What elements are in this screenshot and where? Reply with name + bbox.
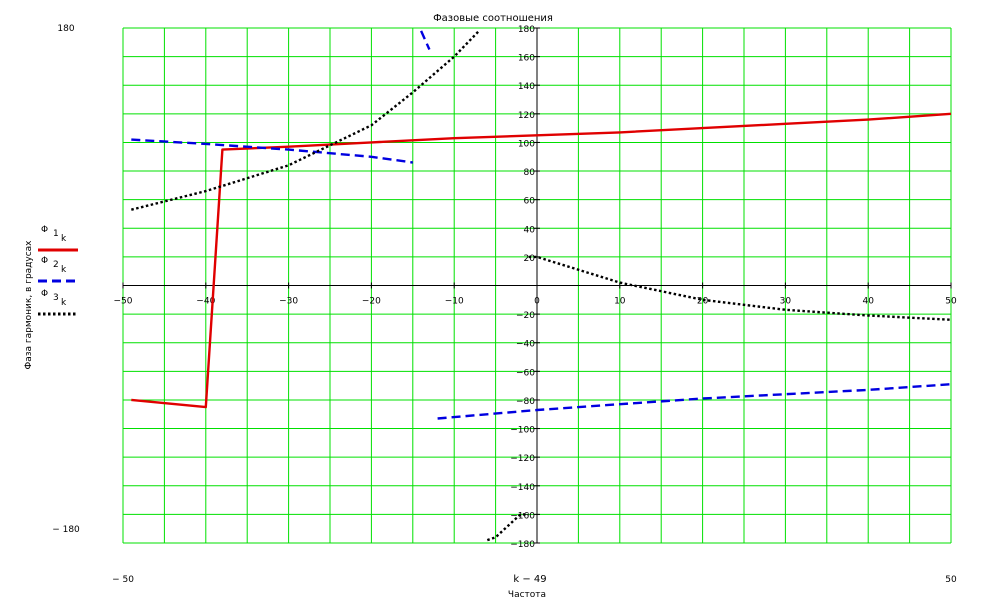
legend-subindex: k xyxy=(61,298,67,308)
x-tick-label: 40 xyxy=(862,297,874,307)
legend-subindex: k xyxy=(61,234,67,244)
legend-symbol: Φ xyxy=(41,225,48,235)
y-tick-label: −80 xyxy=(516,397,535,407)
y-range-max-label: 180 xyxy=(57,24,74,34)
y-tick-label: 60 xyxy=(524,197,536,207)
axes xyxy=(122,27,952,544)
series-line-2 xyxy=(131,30,952,420)
y-tick-label: −140 xyxy=(510,483,535,493)
y-tick-label: 180 xyxy=(518,25,535,35)
x-tick-label: −50 xyxy=(114,297,133,307)
y-tick-label: −60 xyxy=(516,368,535,378)
y-tick-label: 120 xyxy=(518,111,535,121)
x-tick-label: 30 xyxy=(780,297,792,307)
y-tick-label: 20 xyxy=(524,254,536,264)
chart-title: Фазовые соотношения xyxy=(433,13,553,24)
x-tick-label: 50 xyxy=(945,297,957,307)
legend-index: 2 xyxy=(53,260,59,270)
x-range-min-label: − 50 xyxy=(112,575,134,585)
x-range-max-label: 50 xyxy=(945,575,957,585)
y-tick-label: −120 xyxy=(510,454,535,464)
legend-symbol: Φ xyxy=(41,289,48,299)
y-tick-label: −40 xyxy=(516,340,535,350)
y-tick-label: 140 xyxy=(518,82,535,92)
y-tick-label: 160 xyxy=(518,54,535,64)
y-tick-label: −180 xyxy=(510,540,535,550)
x-tick-label: 10 xyxy=(614,297,626,307)
x-tick-label: 0 xyxy=(534,297,540,307)
series-line-3 xyxy=(131,30,952,542)
legend-index: 3 xyxy=(53,293,59,303)
y-tick-label: 40 xyxy=(524,225,536,235)
series-lines xyxy=(131,30,952,542)
x-tick-label: −30 xyxy=(279,297,298,307)
legend-symbol: Φ xyxy=(41,256,48,266)
y-tick-label: 80 xyxy=(524,168,536,178)
x-tick-label: −10 xyxy=(445,297,464,307)
y-range-min-label: − 180 xyxy=(52,525,80,535)
y-tick-label: −20 xyxy=(516,311,535,321)
y-axis-title: Фаза гармоник, в градусах xyxy=(24,240,34,370)
legend-subindex: k xyxy=(61,265,67,275)
x-tick-labels: −50 −40 −30 −20 −10 0 10 20 30 40 50 xyxy=(114,297,957,307)
y-tick-labels: −180 −160 −140 −120 −100 −80 −60 −40 −20 20 40 60 80… xyxy=(510,25,535,550)
legend-index: 1 xyxy=(53,229,59,239)
x-axis-title: Частота xyxy=(508,590,546,600)
y-tick-label: 100 xyxy=(518,139,535,149)
x-axis-variable: k − 49 xyxy=(513,574,546,585)
x-tick-label: 20 xyxy=(697,297,709,307)
y-tick-label: −160 xyxy=(510,511,535,521)
series-line-1 xyxy=(131,112,952,409)
y-tick-label: −100 xyxy=(510,426,535,436)
x-tick-label: −40 xyxy=(196,297,215,307)
x-tick-label: −20 xyxy=(362,297,381,307)
legend: Φ 1 kΦ 2 kΦ 3 k xyxy=(38,225,78,316)
